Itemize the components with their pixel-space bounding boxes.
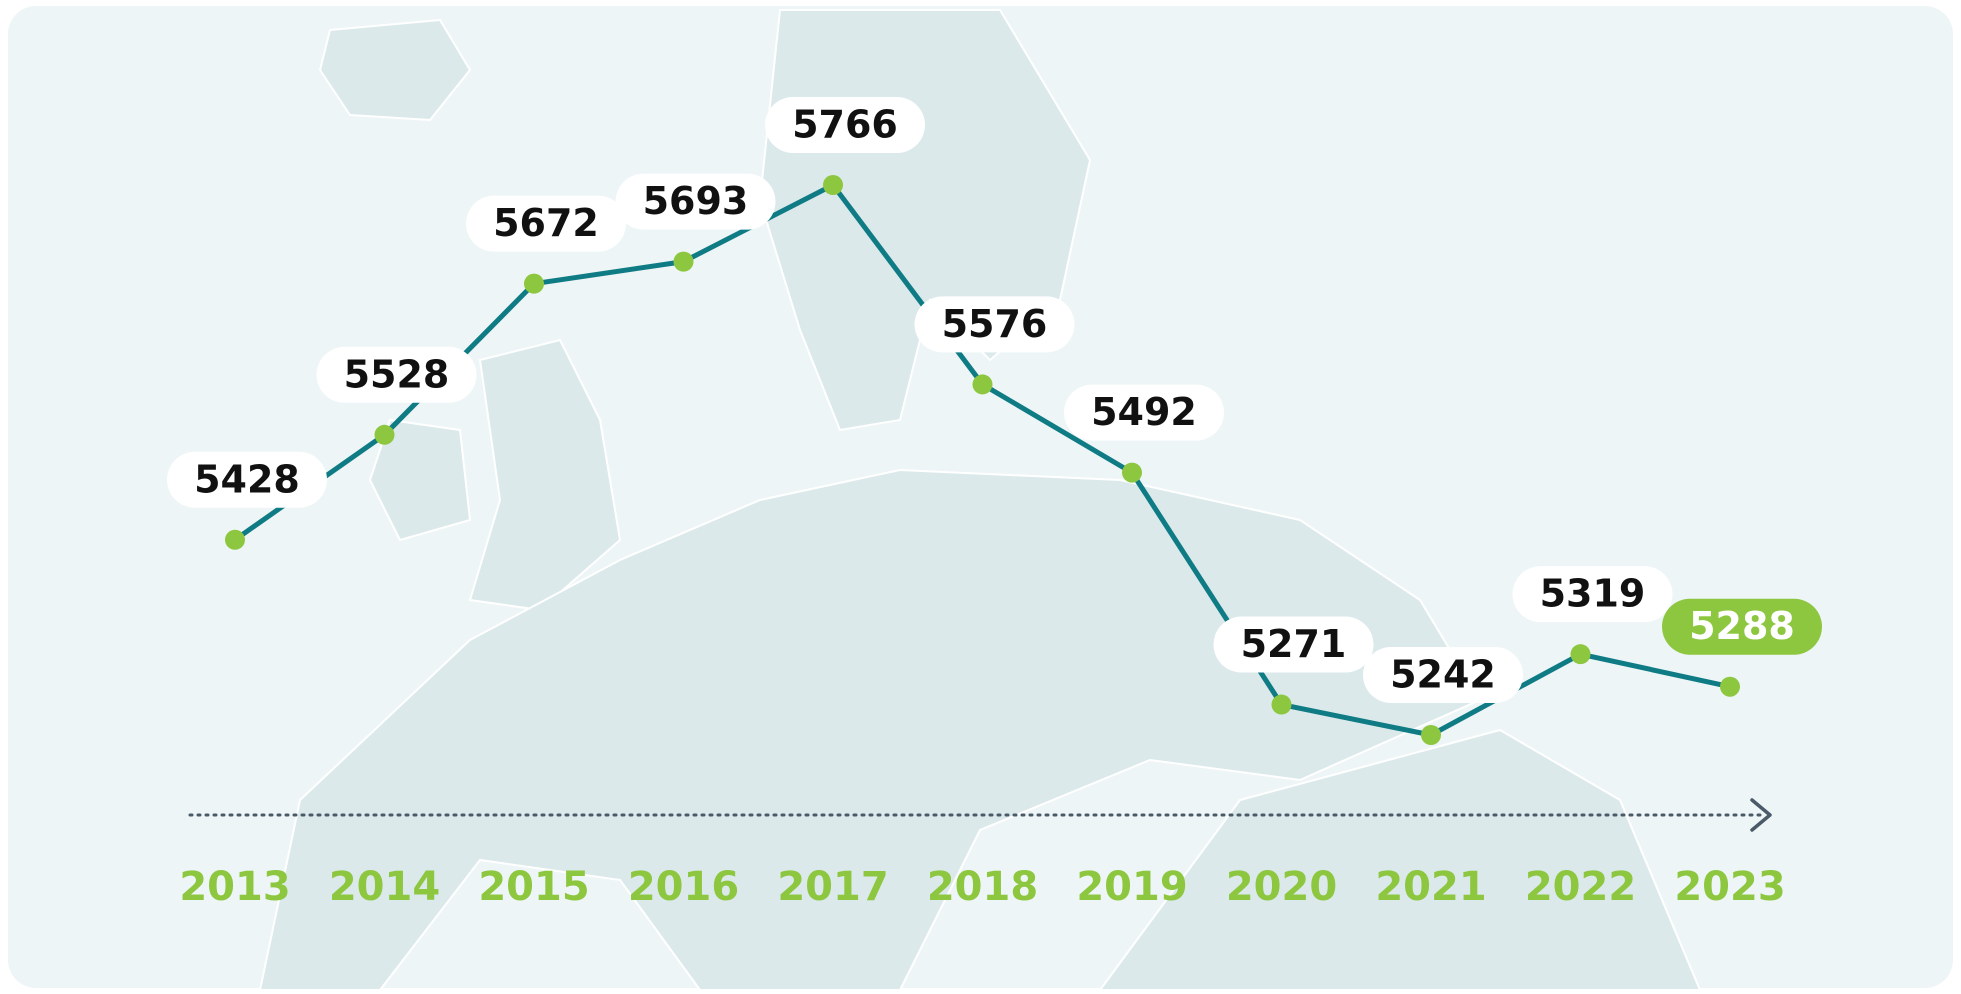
value-label: 5242 [1390, 653, 1496, 697]
point [1122, 462, 1142, 483]
value-label: 5288 [1689, 604, 1795, 648]
value-label-pill [316, 346, 477, 403]
value-label: 5528 [344, 352, 450, 396]
point [673, 251, 694, 272]
x-tick-label: 2019 [1076, 864, 1187, 910]
value-label-pill [1512, 566, 1673, 623]
value-label-pill [1064, 384, 1224, 441]
value-label: 5576 [942, 302, 1048, 346]
value-label-pill [1662, 598, 1822, 655]
x-tick-label: 2015 [478, 864, 589, 910]
x-tick-label: 2013 [179, 864, 290, 910]
value-label-pill [1213, 616, 1374, 673]
point [524, 273, 544, 294]
value-label: 5766 [792, 103, 898, 147]
x-tick-label: 2022 [1525, 864, 1636, 910]
value-label: 5428 [194, 457, 300, 501]
value-label: 5672 [493, 201, 599, 245]
value-label-pill [914, 296, 1075, 353]
value-label-pill [466, 195, 626, 252]
value-label: 5271 [1241, 622, 1347, 666]
value-label: 5492 [1091, 390, 1197, 434]
point [1271, 694, 1292, 715]
x-tick-label: 2020 [1226, 864, 1337, 910]
value-label: 5693 [643, 179, 749, 223]
x-tick-label: 2014 [329, 864, 440, 910]
point [1570, 644, 1591, 665]
x-tick-label: 2017 [777, 864, 888, 910]
value-label-pill [765, 97, 925, 153]
x-tick-label: 2016 [628, 864, 739, 910]
point [1720, 676, 1740, 697]
point [823, 175, 843, 195]
point [225, 529, 245, 550]
value-label: 5319 [1540, 572, 1646, 616]
timeline-arrow [1750, 798, 1772, 832]
point [972, 374, 993, 395]
x-tick-label: 2023 [1674, 864, 1785, 910]
x-tick-label: 2018 [927, 864, 1038, 910]
value-label-pill [167, 451, 327, 508]
map-background [258, 9, 1702, 991]
point [374, 424, 395, 445]
value-label-pill [615, 173, 776, 230]
x-tick-label: 2021 [1375, 864, 1486, 910]
point [1421, 725, 1441, 745]
value-label-pill [1363, 647, 1523, 703]
